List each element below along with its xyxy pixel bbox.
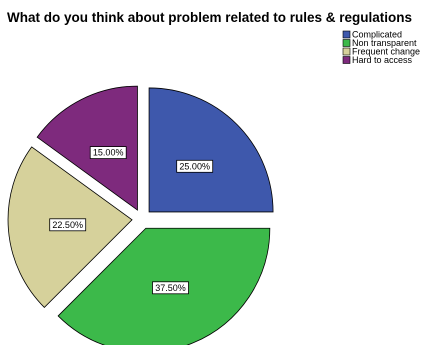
data-label-frequent-change: 22.50% bbox=[49, 218, 87, 232]
legend-item-frequent-change: Frequent change bbox=[342, 47, 420, 57]
chart-title: What do you think about problem related … bbox=[7, 10, 412, 25]
pie-data-labels: 25.00% 37.50% 22.50% 15.00% bbox=[49, 146, 214, 295]
legend-swatch bbox=[342, 39, 351, 47]
data-label-box bbox=[152, 281, 189, 295]
legend-label: Hard to access bbox=[352, 55, 413, 65]
data-label-text: 37.50% bbox=[155, 283, 186, 293]
data-label-complicated: 25.00% bbox=[176, 159, 214, 173]
legend-label: Complicated bbox=[352, 30, 402, 40]
data-label-box bbox=[49, 218, 87, 232]
legend-item-hard-to-access: Hard to access bbox=[342, 55, 413, 65]
pie-slices bbox=[7, 85, 274, 345]
data-label-box bbox=[89, 146, 127, 160]
pie-slice-hard-to-access bbox=[36, 85, 138, 211]
data-label-box bbox=[176, 159, 214, 173]
data-label-non-transparent: 37.50% bbox=[152, 281, 189, 295]
data-label-text: 22.50% bbox=[52, 220, 83, 230]
data-label-text: 25.00% bbox=[179, 161, 210, 171]
data-label-text: 15.00% bbox=[93, 148, 124, 158]
legend-swatch bbox=[342, 56, 351, 64]
legend-label: Non transparent bbox=[352, 38, 417, 48]
data-label-hard-to-access: 15.00% bbox=[89, 146, 127, 160]
legend-label: Frequent change bbox=[352, 47, 420, 57]
legend-swatch bbox=[342, 30, 351, 39]
legend-swatch bbox=[342, 47, 351, 56]
legend-item-non-transparent: Non transparent bbox=[342, 38, 417, 48]
legend-item-complicated: Complicated bbox=[342, 30, 402, 40]
pie-slice-complicated bbox=[148, 87, 274, 213]
